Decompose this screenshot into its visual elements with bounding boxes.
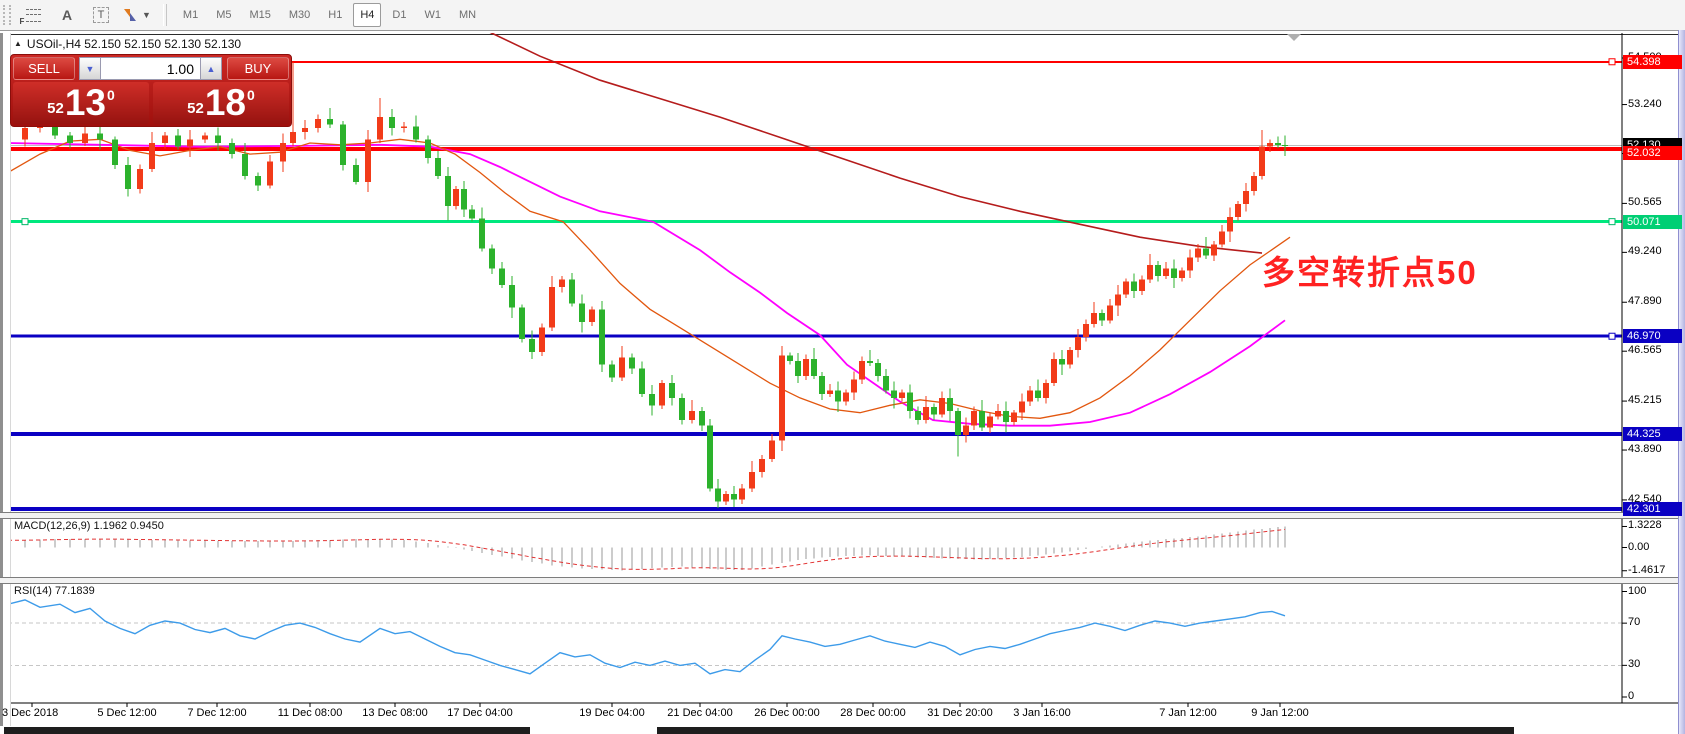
macd-tick-label: 1.3228 [1628,519,1662,532]
price-badge: 54.398 [1623,54,1682,69]
macd-tick-label: -1.4617 [1628,563,1666,576]
symbol-title-text: USOil-,H4 52.150 52.150 52.130 52.130 [26,37,242,51]
date-tick-label: 21 Dec 04:00 [667,707,733,719]
timeframe-button-h4[interactable]: H4 [353,3,382,27]
date-tick-label: 3 Dec 2018 [2,707,59,719]
triangle-up-icon: ▲ [206,63,216,74]
price-badge: 44.325 [1623,426,1682,441]
collapse-icon[interactable]: ▲ [14,39,22,48]
sell-button[interactable]: SELL [13,57,75,80]
window-left-edge [0,33,11,726]
price-tick-label: 45.215 [1628,394,1662,407]
price-badge: 46.970 [1623,329,1682,344]
buy-price-prefix: 52 [187,100,204,117]
buy-button[interactable]: BUY [227,57,289,80]
window-right-edge[interactable] [1678,30,1685,734]
arrows-tool-button[interactable]: ▼ [119,2,155,28]
price-tick-label: 53.240 [1628,97,1662,110]
rsi-indicator-label: RSI(14) 77.1839 [14,585,95,597]
one-click-trading-panel: SELL ▼ ▲ BUY 52 13 0 52 18 0 [10,54,292,127]
volume-decrease-button[interactable]: ▼ [79,57,101,80]
chart-annotation-text: 多空转折点50 [1262,254,1478,291]
fibonacci-icon [25,8,41,22]
label-icon: T [92,7,110,23]
timeframe-button-m15[interactable]: M15 [249,9,271,21]
buy-price-display[interactable]: 52 18 0 [153,82,289,124]
volume-increase-button[interactable]: ▲ [200,57,222,80]
panel-splitter-macd[interactable] [0,512,1678,519]
sell-price-display[interactable]: 52 13 0 [13,82,149,124]
rsi-tick-label: 0 [1628,690,1635,702]
date-tick-label: 3 Jan 16:00 [1013,707,1071,719]
arrows-icon [123,8,140,23]
background-window-strip [657,727,1514,734]
price-tick-label: 43.890 [1628,443,1662,456]
rsi-tick-label: 30 [1628,658,1641,671]
date-tick-label: 19 Dec 04:00 [579,707,645,719]
timeframe-button-mn[interactable]: MN [458,9,477,21]
rsi-tick-label: 100 [1628,584,1647,597]
chevron-down-icon: ▼ [142,10,151,20]
buy-price-big: 18 [204,82,247,123]
timeframe-button-d1[interactable]: D1 [392,9,407,21]
date-tick-label: 7 Jan 12:00 [1159,707,1217,719]
triangle-down-icon: ▼ [85,63,95,74]
date-tick-label: 5 Dec 12:00 [97,707,157,719]
date-tick-label: 9 Jan 12:00 [1251,707,1309,719]
date-tick-label: 26 Dec 00:00 [754,707,820,719]
symbol-title: ▲ USOil-,H4 52.150 52.150 52.130 52.130 [14,37,241,51]
price-tick-label: 50.565 [1628,196,1662,209]
chart-window-top-border [0,30,1685,35]
text-icon: A [61,7,73,23]
date-tick-label: 7 Dec 12:00 [187,707,247,719]
price-tick-label: 46.565 [1628,344,1662,357]
volume-input[interactable] [101,57,200,80]
panel-splitter-rsi[interactable] [0,577,1678,584]
text-tool-button[interactable]: A [51,2,83,28]
rsi-tick-label: 70 [1628,616,1641,629]
price-tick-label: 47.890 [1628,295,1662,308]
timeframe-button-m30[interactable]: M30 [288,9,311,21]
timeframe-button-w1[interactable]: W1 [424,9,441,21]
date-tick-label: 28 Dec 00:00 [840,707,906,719]
price-tick-label: 49.240 [1628,245,1662,258]
timeframe-button-m5[interactable]: M5 [216,9,232,21]
date-tick-label: 13 Dec 08:00 [362,707,428,719]
timeframe-button-h1[interactable]: H1 [328,9,343,21]
fibonacci-tool-button[interactable]: F [17,2,49,28]
buy-price-sup: 0 [247,87,255,103]
price-badge: 42.301 [1623,501,1682,516]
label-tool-button[interactable]: T [85,2,117,28]
toolbar: F A T ▼ M1 M5 M15 M30 H1 H4 D1 W1 MN [0,0,1685,31]
timeframe-toolbar: M1 M5 M15 M30 H1 H4 D1 W1 MN [174,3,485,27]
sell-price-big: 13 [64,82,107,123]
date-tick-label: 11 Dec 08:00 [277,707,343,719]
macd-tick-label: 0.00 [1628,540,1650,553]
fibonacci-f-glyph: F [19,16,25,26]
toolbar-drag-handle[interactable] [3,5,11,25]
sell-price-sup: 0 [107,87,115,103]
price-badge: 50.071 [1623,214,1682,229]
price-badge: 52.032 [1623,146,1682,161]
toolbar-separator [162,4,167,26]
chart-shift-marker-icon[interactable] [1287,34,1301,41]
date-tick-label: 17 Dec 04:00 [447,707,513,719]
background-window-strip [4,727,530,734]
macd-indicator-label: MACD(12,26,9) 1.1962 0.9450 [14,520,164,532]
timeframe-button-m1[interactable]: M1 [182,9,199,21]
sell-price-prefix: 52 [47,100,64,117]
date-tick-label: 31 Dec 20:00 [927,707,993,719]
